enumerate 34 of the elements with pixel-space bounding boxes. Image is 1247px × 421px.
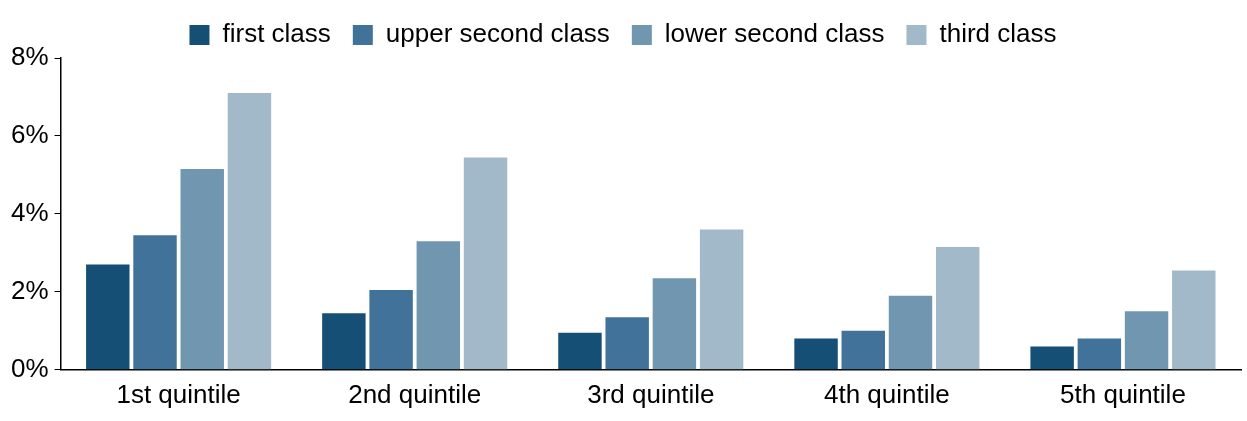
y-tick-label: 8% — [11, 41, 49, 72]
bar — [794, 338, 838, 370]
bar — [605, 317, 649, 370]
bar — [416, 241, 461, 370]
x-tick-label: 4th quintile — [823, 378, 950, 409]
bar — [888, 295, 933, 370]
y-tick-label: 6% — [11, 119, 49, 150]
x-tick-label: 3rd quintile — [587, 378, 715, 409]
x-tick-label: 2nd quintile — [348, 378, 482, 409]
legend-label: lower second class — [664, 18, 885, 49]
bar — [1077, 338, 1122, 370]
y-tick-label: 2% — [11, 275, 49, 306]
legend-label: first class — [222, 18, 331, 49]
bar — [558, 332, 602, 370]
bar — [463, 157, 508, 370]
x-tick-label: 1st quintile — [116, 378, 241, 409]
bar — [227, 93, 272, 370]
bar — [699, 229, 744, 370]
legend-label: upper second class — [385, 18, 610, 49]
bar — [841, 330, 885, 370]
legend-label: third class — [939, 18, 1057, 49]
bar — [1172, 270, 1216, 370]
bar — [1030, 346, 1074, 370]
bar — [935, 247, 980, 370]
bar — [86, 264, 130, 370]
x-tick-label: 5th quintile — [1060, 378, 1186, 409]
bar — [322, 313, 366, 370]
y-tick-label: 0% — [11, 352, 49, 383]
y-tick-label: 4% — [11, 197, 49, 228]
bar — [180, 169, 224, 370]
bar — [369, 289, 413, 370]
bar — [133, 235, 177, 370]
bar — [1124, 311, 1169, 370]
bar — [652, 278, 697, 370]
